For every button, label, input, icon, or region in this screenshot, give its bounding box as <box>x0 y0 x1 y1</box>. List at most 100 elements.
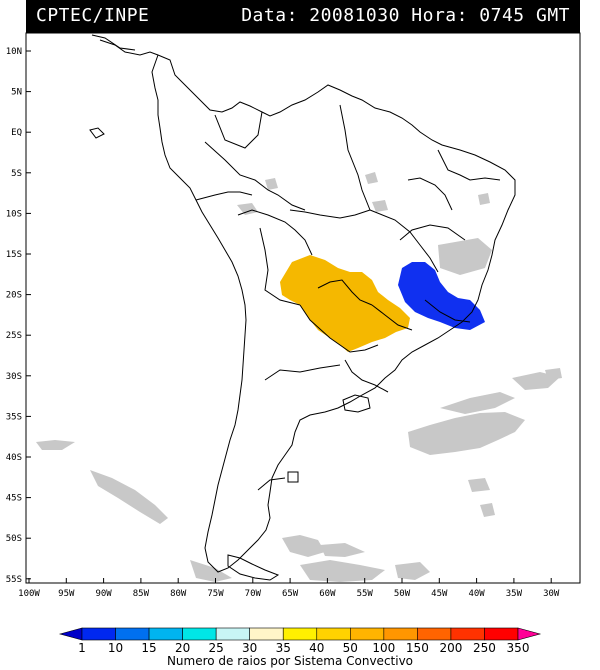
lon-tick-label: 55W <box>357 589 374 599</box>
cloud-patch <box>90 470 168 524</box>
lon-tick-label: 70W <box>245 589 262 599</box>
orange-convective-system <box>280 255 410 352</box>
cloud-patch <box>408 412 525 455</box>
colorbar-segment <box>282 627 318 641</box>
colorbar-label: 150 <box>406 641 429 655</box>
border-line <box>424 299 471 323</box>
colorbar-label: 100 <box>372 641 395 655</box>
legend-labels: 1 10 15 20 25 30 35 40 50 100 150 200 250 350 <box>78 641 529 655</box>
legend-colorbar <box>58 627 542 641</box>
border-line <box>339 104 371 211</box>
border-line <box>214 111 263 149</box>
border-line <box>369 209 439 273</box>
lon-tick-label: 45W <box>431 589 448 599</box>
cloud-patch <box>36 440 75 450</box>
border-line <box>407 177 453 211</box>
cloud-patch <box>480 503 495 517</box>
cloud-patch <box>320 543 365 557</box>
colorbar-label: 30 <box>242 641 257 655</box>
border-line <box>287 471 299 483</box>
south-america-coastline <box>151 54 516 573</box>
lon-tick-label: 80W <box>170 589 187 599</box>
colorbar-arrow-right <box>517 627 542 641</box>
colorbar-label: 20 <box>175 641 190 655</box>
lon-tick-label: 85W <box>133 589 150 599</box>
lat-tick-label: 40S <box>6 453 22 463</box>
central-america <box>99 39 159 56</box>
border-line <box>257 477 286 491</box>
title-bar: CPTEC/INPE Data: 20081030 Hora: 0745 GMT <box>26 0 580 33</box>
cloud-patch <box>545 368 562 380</box>
border-line <box>237 209 313 256</box>
cloud-patch <box>237 203 258 215</box>
colorbar-segment <box>148 627 183 641</box>
latitude-axis: 10N 5N EQ 5S 10S 15S 20S 25S 30S 35S 40S 45S 50S 55S <box>6 47 31 585</box>
lon-tick-label: 95W <box>58 589 75 599</box>
border-line <box>299 304 379 353</box>
cloud-patch <box>190 560 232 582</box>
colorbar-segment <box>383 627 418 641</box>
colorbar-segment <box>484 627 519 641</box>
border-line <box>437 149 501 181</box>
source-label: CPTEC/INPE <box>36 5 150 26</box>
cloud-patch <box>478 193 490 205</box>
border-line <box>289 209 371 219</box>
cloud-patch <box>265 178 278 190</box>
legend-title: Numero de raios por Sistema Convectivo <box>167 654 413 668</box>
colorbar-segment <box>316 627 351 641</box>
longitude-axis: 100W 95W 90W 85W 80W 75W 70W 65W 60W 55W 50W 45W 40W… <box>18 578 560 599</box>
border-line <box>399 224 466 241</box>
colorbar-segment <box>450 627 485 641</box>
lat-tick-label: 15S <box>6 250 22 260</box>
colorbar-label: 350 <box>507 641 530 655</box>
border-line <box>371 304 413 331</box>
colorbar-segment <box>417 627 452 641</box>
border-line <box>342 394 371 413</box>
colorbar-segment <box>350 627 385 641</box>
colorbar-label: 1 <box>78 641 86 655</box>
colorbar-segment <box>249 627 284 641</box>
colorbar-segment <box>115 627 150 641</box>
border-line <box>195 191 253 201</box>
cloud-patch <box>372 200 388 212</box>
colorbar-label: 15 <box>141 641 156 655</box>
colorbar-label: 250 <box>473 641 496 655</box>
lat-tick-label: EQ <box>11 128 22 138</box>
central-america-coast <box>91 34 136 51</box>
colorbar-label: 40 <box>309 641 324 655</box>
lat-tick-label: 5S <box>11 169 22 179</box>
colorbar-arrow-left <box>58 627 83 641</box>
colorbar-segment <box>81 627 116 641</box>
lat-tick-label: 10S <box>6 209 22 219</box>
country-borders <box>89 34 516 581</box>
colorbar-label: 200 <box>439 641 462 655</box>
lon-tick-label: 65W <box>282 589 299 599</box>
colorbar-label: 25 <box>209 641 224 655</box>
lon-tick-label: 50W <box>394 589 411 599</box>
lat-tick-label: 5N <box>11 88 22 98</box>
border-line <box>259 227 301 306</box>
colorbar-label: 35 <box>276 641 291 655</box>
border-line <box>344 359 389 393</box>
cloud-patch <box>440 392 515 414</box>
cloud-patch <box>468 478 490 492</box>
border-line <box>317 279 373 306</box>
blue-convective-system <box>398 262 485 330</box>
colorbar-label: 10 <box>108 641 123 655</box>
lat-tick-label: 10N <box>6 47 22 57</box>
lon-tick-label: 100W <box>18 589 40 599</box>
tierra-del-fuego <box>227 554 280 581</box>
lat-tick-label: 55S <box>6 575 22 585</box>
lat-tick-label: 30S <box>6 372 22 382</box>
lon-tick-label: 75W <box>207 589 224 599</box>
lon-tick-label: 40W <box>468 589 485 599</box>
lon-tick-label: 35W <box>506 589 523 599</box>
colorbar-segment <box>215 627 250 641</box>
datetime-label: Data: 20081030 Hora: 0745 GMT <box>241 5 570 26</box>
lat-tick-label: 20S <box>6 291 22 301</box>
lat-tick-label: 50S <box>6 534 22 544</box>
lat-tick-label: 45S <box>6 494 22 504</box>
cloud-patch <box>365 172 378 184</box>
lon-tick-label: 30W <box>543 589 560 599</box>
